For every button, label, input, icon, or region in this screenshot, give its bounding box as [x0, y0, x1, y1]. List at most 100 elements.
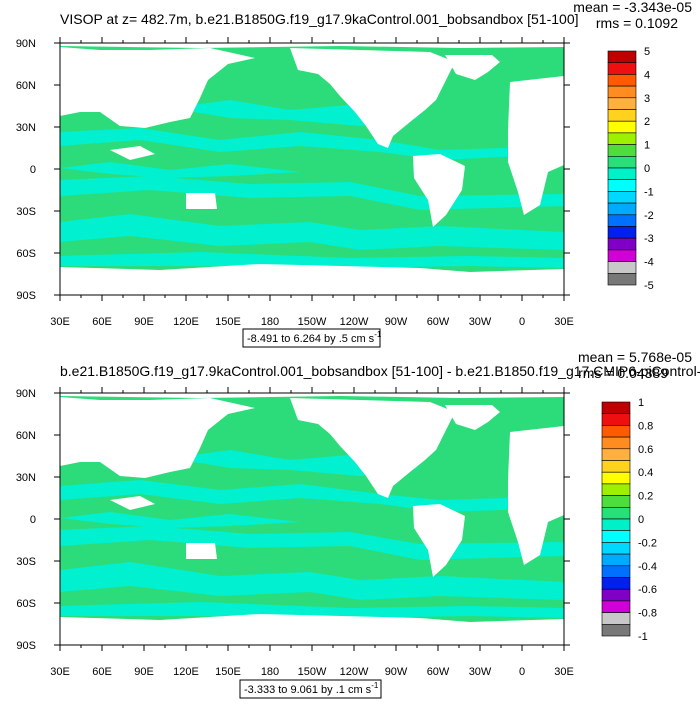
y-tick-label: 90S [16, 640, 36, 652]
axis-ticks: 30E 60E 90E 120E 150E 180 150W 120W 90W 60W 30W 0 30… [16, 387, 574, 678]
y-tick-label: 30N [16, 472, 36, 484]
x-tick-label: 150E [215, 666, 241, 678]
colorbar-segment [607, 132, 637, 145]
range-label: -8.491 to 6.264 by .5 cm s-1 [247, 330, 382, 345]
land-asia [60, 397, 255, 478]
land-northamerica [290, 48, 455, 148]
x-tick-label: 30E [50, 666, 70, 678]
colorbar-label: 0.2 [638, 491, 653, 503]
land-indonesia [110, 496, 155, 510]
colorbar-segment [607, 272, 637, 286]
cyan-band [60, 214, 564, 250]
colorbar-label: 0.4 [638, 467, 653, 479]
cyan-band [60, 602, 564, 618]
land-southamerica [413, 154, 465, 227]
y-tick-label: 60S [16, 598, 36, 610]
x-tick-label: 30E [554, 666, 574, 678]
land-polar [60, 393, 564, 398]
colorbar-segment [601, 565, 631, 578]
x-tick-label: 150E [215, 316, 241, 328]
colorbar-label: 0 [638, 514, 644, 526]
colorbar-segment [607, 167, 637, 180]
x-tick-label: 30E [554, 316, 574, 328]
axis-ticks: 30E 60E 90E 120E 150E 180 150W 120W 90W 60W 30W 0 30… [16, 37, 574, 328]
colorbar-label: 1 [638, 397, 644, 409]
x-tick-label: 60E [92, 666, 112, 678]
x-tick-label: 90W [385, 666, 408, 678]
colorbar-segment [601, 518, 631, 531]
y-tick-label: 60S [16, 248, 36, 260]
colorbar-segment [607, 144, 637, 157]
land-europe-africa [508, 426, 564, 565]
x-tick-label: 180 [261, 316, 279, 328]
x-tick-label: 90E [134, 666, 154, 678]
colorbar-segment [607, 50, 637, 63]
colorbar-segment [601, 623, 631, 637]
colorbar-segment [601, 413, 631, 426]
land-asia [60, 47, 255, 128]
y-tick-label: 60N [16, 430, 36, 442]
x-tick-label: 90W [385, 316, 408, 328]
x-tick-label: 60W [427, 316, 450, 328]
colorbar-segment [601, 577, 631, 590]
land-southamerica [413, 504, 465, 577]
colorbar-label: 3 [644, 93, 650, 105]
land-indonesia [110, 146, 155, 160]
x-tick-label: 120E [173, 666, 199, 678]
mean-stat: mean = -3.343e-05 [573, 0, 692, 15]
colorbar-segment [601, 471, 631, 485]
colorbar: 1 0.8 0.6 0.4 0.2 0 -0.2 -0.4 -0.6 -0.8 -1 [601, 397, 657, 643]
cyan-band [60, 162, 300, 178]
colorbar-label: -1 [644, 186, 654, 198]
colorbar-segment [607, 179, 637, 192]
land-greenland [445, 55, 500, 80]
colorbar: 5 4 3 2 1 0 -1 -2 -3 -4 -5 [607, 46, 654, 292]
y-tick-label: 90N [16, 38, 36, 50]
colorbar-segment [607, 226, 637, 239]
colorbar-label: -0.2 [638, 537, 657, 549]
colorbar-segment [601, 542, 631, 555]
colorbar-segment [607, 85, 637, 99]
colorbar-segment [607, 97, 637, 110]
colorbar-label: 0 [644, 163, 650, 175]
mean-stat: mean = 5.768e-05 [578, 349, 692, 365]
colorbar-segment [607, 156, 637, 169]
colorbar-segment [601, 448, 631, 461]
land-europe-africa [508, 76, 564, 215]
map-field [60, 393, 564, 645]
colorbar-label: 5 [644, 46, 650, 58]
y-tick-label: 30S [16, 206, 36, 218]
y-tick-label: 0 [30, 164, 36, 176]
land-northamerica [290, 398, 455, 498]
colorbar-segment [607, 74, 637, 87]
colorbar-segment [607, 214, 637, 227]
colorbar-segment [601, 588, 631, 602]
colorbar-segment [607, 120, 637, 134]
colorbar-segment [601, 530, 631, 543]
colorbar-label: 4 [644, 69, 650, 81]
range-label-box [239, 679, 382, 699]
x-tick-label: 0 [519, 316, 525, 328]
colorbar-label: -4 [644, 257, 654, 269]
colorbar-segment [607, 109, 637, 122]
x-tick-label: 120W [340, 316, 369, 328]
colorbar-label: 0.8 [638, 420, 653, 432]
cyan-band [60, 512, 300, 528]
cyan-band [60, 252, 564, 268]
colorbar-segment [607, 202, 637, 216]
x-tick-label: 90E [134, 316, 154, 328]
panel-title: b.e21.B1850G.f19_g17.9kaControl.001_bobs… [60, 363, 700, 379]
colorbar-label: -5 [644, 280, 654, 292]
x-tick-label: 30W [469, 316, 492, 328]
land-greenland [445, 405, 500, 430]
x-tick-label: 60E [92, 316, 112, 328]
y-tick-label: 90N [16, 388, 36, 400]
panel-title: VISOP at z= 482.7m, b.e21.B1850G.f19_g17… [60, 11, 579, 27]
colorbar-segment [607, 191, 637, 204]
land-antarctica [60, 264, 564, 295]
colorbar-label: -0.4 [638, 561, 657, 573]
x-tick-label: 0 [519, 666, 525, 678]
y-tick-label: 30N [16, 122, 36, 134]
colorbar-label: 2 [644, 116, 650, 128]
